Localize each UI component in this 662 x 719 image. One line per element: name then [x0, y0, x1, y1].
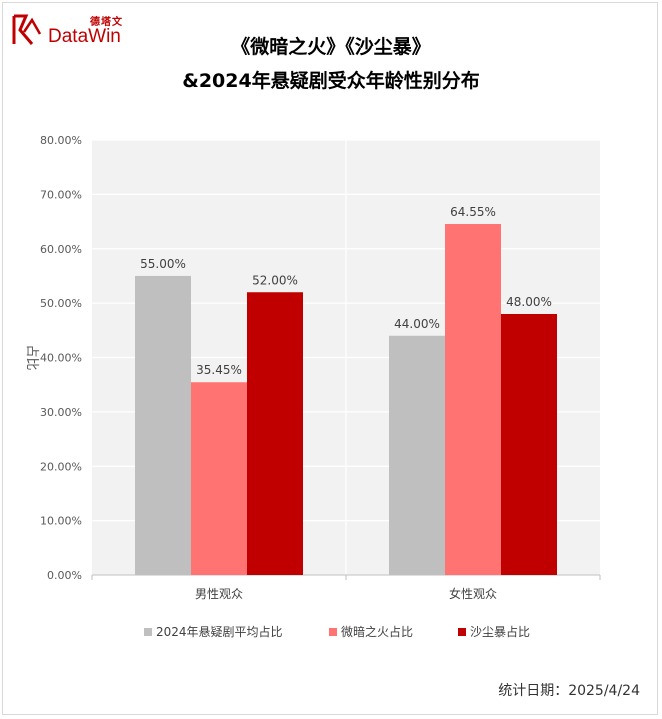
bar [191, 382, 247, 575]
x-tick-label: 男性观众 [195, 587, 243, 601]
bar [389, 335, 445, 575]
chart-subtitle: &2024年悬疑剧受众年龄性别分布 [182, 70, 480, 92]
data-label: 35.45% [196, 363, 242, 377]
y-tick-label: 20.00% [40, 460, 82, 473]
data-label: 64.55% [450, 205, 496, 219]
logo-mark-icon [12, 14, 42, 45]
x-tick-label: 女性观众 [449, 586, 497, 601]
y-axis-label: 占比 [24, 344, 39, 370]
y-tick-label: 30.00% [40, 406, 82, 419]
datawin-logo: 德塔文 DataWin [10, 12, 140, 52]
legend-swatch [329, 628, 337, 636]
y-tick-label: 10.00% [40, 515, 82, 528]
y-tick-label: 0.00% [47, 569, 82, 582]
y-tick-label: 40.00% [40, 352, 82, 365]
legend-label: 2024年悬疑剧平均占比 [156, 624, 283, 639]
legend-swatch [458, 628, 466, 636]
y-tick-label: 70.00% [40, 188, 82, 201]
y-tick-label: 80.00% [40, 134, 82, 147]
chart-title: 《微暗之火》《沙尘暴》 [231, 36, 431, 58]
bar [247, 292, 303, 575]
y-tick-label: 50.00% [40, 297, 82, 310]
legend-label: 微暗之火占比 [341, 624, 413, 639]
stat-date: 统计日期：2025/4/24 [498, 683, 640, 699]
legend-label: 沙尘暴占比 [470, 624, 530, 639]
logo-english-name: DataWin [48, 26, 121, 47]
bar [445, 224, 501, 575]
bar [135, 275, 191, 575]
legend-swatch [144, 628, 152, 636]
data-label: 48.00% [506, 295, 552, 309]
data-label: 44.00% [394, 317, 440, 331]
data-label: 55.00% [140, 257, 186, 271]
logo-chinese-name: 德塔文 [90, 17, 123, 28]
bar [501, 314, 557, 575]
data-label: 52.00% [252, 273, 298, 287]
y-tick-label: 60.00% [40, 243, 82, 256]
